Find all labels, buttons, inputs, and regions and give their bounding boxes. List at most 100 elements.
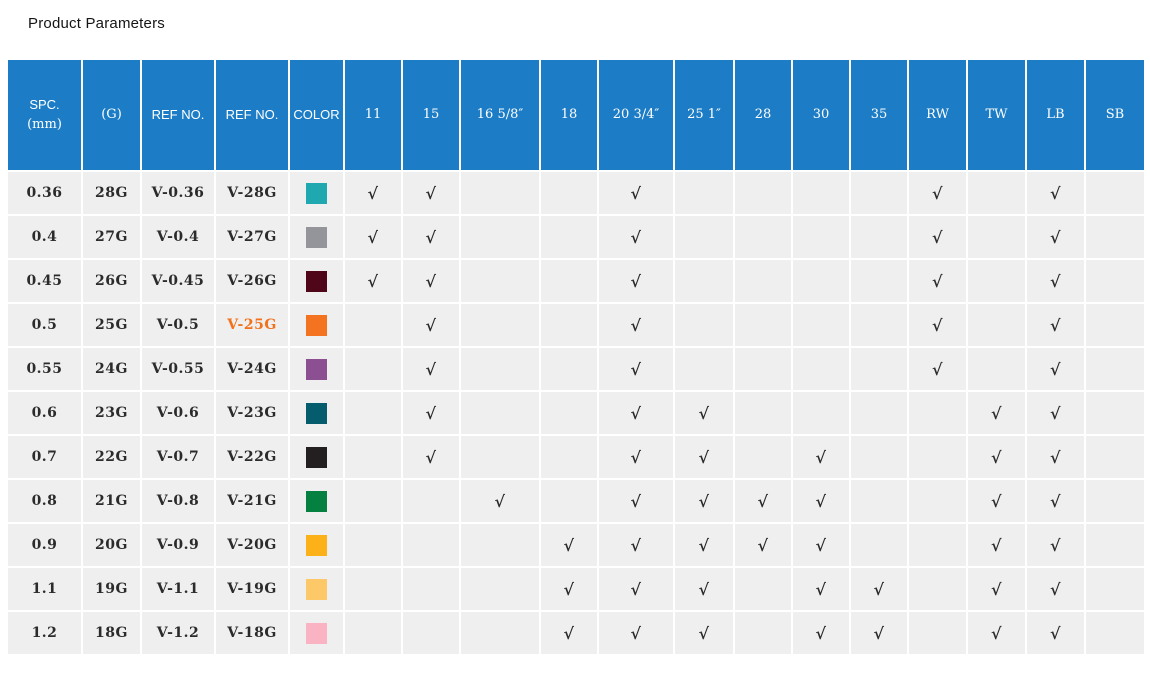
cell-size-25-1 bbox=[675, 304, 733, 346]
cell-spc: 0.5 bbox=[8, 304, 81, 346]
check-icon: √ bbox=[698, 491, 710, 511]
column-header-label: 25 1″ bbox=[687, 107, 721, 122]
cell-size-30: √ bbox=[793, 436, 849, 478]
cell-size-35 bbox=[851, 436, 907, 478]
cell-size-11 bbox=[345, 348, 401, 390]
cell-size-lb: √ bbox=[1027, 260, 1084, 302]
cell-size-25-1: √ bbox=[675, 480, 733, 522]
cell-size-25-1 bbox=[675, 172, 733, 214]
cell-ref-no-2: V-28G bbox=[216, 172, 288, 214]
cell-size-sb bbox=[1086, 216, 1144, 258]
cell-size-18 bbox=[541, 172, 597, 214]
cell-size-20-3-4: √ bbox=[599, 304, 673, 346]
cell-ref-no-1: V-0.36 bbox=[142, 172, 214, 214]
check-icon: √ bbox=[815, 447, 827, 467]
cell-size-35 bbox=[851, 172, 907, 214]
column-header-label: 35 bbox=[870, 107, 888, 122]
cell-ref-no-1: V-0.45 bbox=[142, 260, 214, 302]
cell-size-16-5-8 bbox=[461, 524, 539, 566]
cell-size-sb bbox=[1086, 172, 1144, 214]
cell-size-35: √ bbox=[851, 612, 907, 654]
cell-size-35 bbox=[851, 392, 907, 434]
cell-size-20-3-4: √ bbox=[599, 480, 673, 522]
column-header-label: 15 bbox=[422, 107, 440, 122]
cell-size-lb: √ bbox=[1027, 480, 1084, 522]
cell-gauge: 24G bbox=[83, 348, 140, 390]
cell-size-tw: √ bbox=[968, 524, 1025, 566]
cell-size-11 bbox=[345, 480, 401, 522]
cell-size-20-3-4: √ bbox=[599, 524, 673, 566]
cell-size-lb: √ bbox=[1027, 524, 1084, 566]
cell-size-25-1 bbox=[675, 348, 733, 390]
cell-size-sb bbox=[1086, 568, 1144, 610]
check-icon: √ bbox=[931, 359, 943, 379]
cell-ref-no-2: V-20G bbox=[216, 524, 288, 566]
cell-spc: 0.6 bbox=[8, 392, 81, 434]
cell-size-16-5-8 bbox=[461, 568, 539, 610]
cell-size-35 bbox=[851, 304, 907, 346]
cell-size-tw bbox=[968, 172, 1025, 214]
column-header-18: 18 bbox=[541, 60, 597, 170]
cell-color bbox=[290, 348, 343, 390]
cell-size-30: √ bbox=[793, 568, 849, 610]
column-header-20-3-4: 20 3/4″ bbox=[599, 60, 673, 170]
column-header-label: COLOR bbox=[293, 107, 340, 122]
cell-size-35 bbox=[851, 260, 907, 302]
cell-size-sb bbox=[1086, 392, 1144, 434]
cell-spc: 1.2 bbox=[8, 612, 81, 654]
cell-gauge: 26G bbox=[83, 260, 140, 302]
check-icon: √ bbox=[873, 579, 885, 599]
cell-gauge: 23G bbox=[83, 392, 140, 434]
cell-size-11 bbox=[345, 568, 401, 610]
column-header-11: 11 bbox=[345, 60, 401, 170]
cell-size-rw: √ bbox=[909, 172, 966, 214]
cell-size-28 bbox=[735, 216, 791, 258]
check-icon: √ bbox=[425, 403, 437, 423]
table-header: SPC. (mm) (G) REF NO. REF NO. COLOR 11 15 16 5/8… bbox=[8, 60, 1144, 170]
check-icon: √ bbox=[563, 535, 575, 555]
check-icon: √ bbox=[873, 623, 885, 643]
cell-size-35 bbox=[851, 480, 907, 522]
check-icon: √ bbox=[990, 491, 1002, 511]
check-icon: √ bbox=[698, 623, 710, 643]
check-icon: √ bbox=[757, 535, 769, 555]
column-header-35: 35 bbox=[851, 60, 907, 170]
cell-size-lb: √ bbox=[1027, 216, 1084, 258]
cell-ref-no-2[interactable]: V-25G bbox=[216, 304, 288, 346]
cell-size-30 bbox=[793, 348, 849, 390]
cell-size-16-5-8 bbox=[461, 612, 539, 654]
column-header-label: (G) bbox=[101, 107, 122, 122]
cell-size-15 bbox=[403, 568, 459, 610]
cell-size-16-5-8 bbox=[461, 304, 539, 346]
table-row: 0.9 20G V-0.9 V-20G √ √ √ √ √ √ √ bbox=[8, 524, 1144, 566]
check-icon: √ bbox=[630, 579, 642, 599]
check-icon: √ bbox=[931, 183, 943, 203]
cell-color bbox=[290, 304, 343, 346]
cell-size-tw bbox=[968, 216, 1025, 258]
cell-size-20-3-4: √ bbox=[599, 348, 673, 390]
column-header-ref-no: REF NO. bbox=[142, 60, 214, 170]
cell-size-rw bbox=[909, 392, 966, 434]
cell-size-18 bbox=[541, 348, 597, 390]
column-header-spc-mm: SPC. (mm) bbox=[8, 60, 81, 170]
color-swatch bbox=[306, 402, 327, 424]
table-row: 1.1 19G V-1.1 V-19G √ √ √ √ √ √ √ bbox=[8, 568, 1144, 610]
cell-spc: 0.8 bbox=[8, 480, 81, 522]
column-header-ref-no: REF NO. bbox=[216, 60, 288, 170]
color-swatch bbox=[306, 182, 327, 204]
check-icon: √ bbox=[698, 535, 710, 555]
cell-ref-no-2: V-26G bbox=[216, 260, 288, 302]
cell-size-11 bbox=[345, 304, 401, 346]
table-row: 0.45 26G V-0.45 V-26G √ √ √ √ √ bbox=[8, 260, 1144, 302]
cell-size-tw bbox=[968, 304, 1025, 346]
cell-size-rw bbox=[909, 524, 966, 566]
cell-size-15: √ bbox=[403, 348, 459, 390]
cell-gauge: 19G bbox=[83, 568, 140, 610]
cell-ref-no-1: V-0.9 bbox=[142, 524, 214, 566]
check-icon: √ bbox=[990, 579, 1002, 599]
cell-spc: 0.55 bbox=[8, 348, 81, 390]
cell-size-30 bbox=[793, 304, 849, 346]
check-icon: √ bbox=[630, 623, 642, 643]
cell-size-tw: √ bbox=[968, 612, 1025, 654]
cell-size-25-1: √ bbox=[675, 612, 733, 654]
